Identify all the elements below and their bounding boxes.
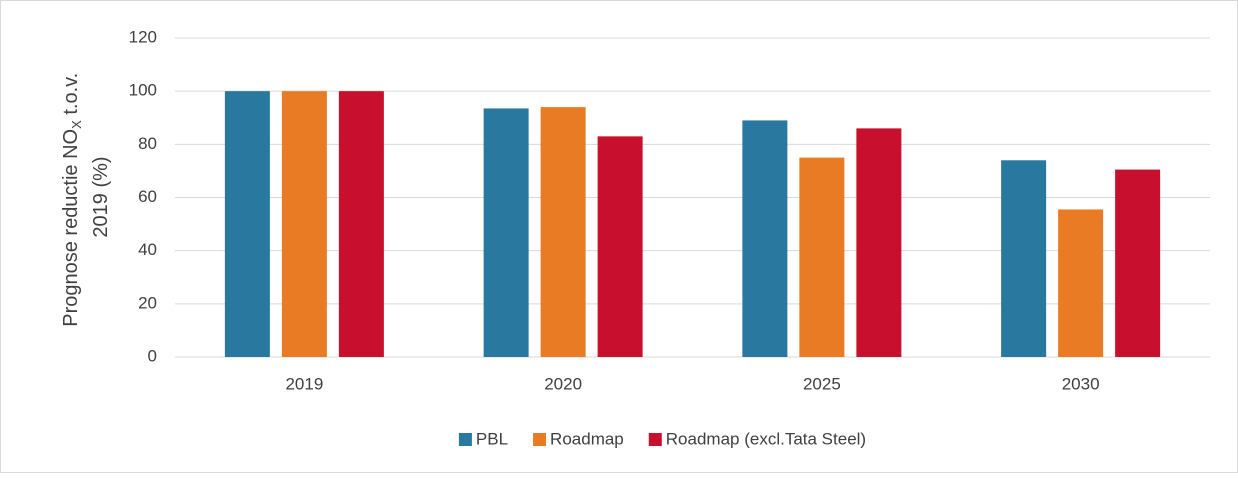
y-tick-label: 100	[129, 81, 157, 100]
bar	[856, 128, 902, 357]
x-tick-label: 2019	[285, 374, 323, 393]
legend-swatch	[458, 433, 472, 446]
x-tick-label: 2020	[544, 374, 582, 393]
y-axis-label-part: t.o.v.	[60, 73, 82, 120]
y-tick-label: 0	[148, 346, 157, 365]
bar	[799, 157, 845, 357]
x-tick-label: 2025	[803, 374, 841, 393]
legend-swatch	[533, 433, 547, 446]
x-tick-label: 2030	[1062, 374, 1100, 393]
bar	[1115, 169, 1161, 357]
bar	[224, 91, 270, 358]
y-tick-label: 60	[138, 187, 157, 206]
legend-swatch	[648, 433, 662, 446]
bar	[483, 108, 529, 357]
y-axis-label-sub: X	[69, 120, 84, 129]
y-axis-label-part: 2019 (%)	[90, 156, 112, 237]
y-tick-label: 80	[138, 134, 157, 153]
legend-label: Roadmap	[550, 429, 624, 448]
bar	[281, 91, 327, 358]
y-axis-label: Prognose reductie NOX t.o.v. 2019 (%)	[60, 67, 112, 327]
legend-label: Roadmap (excl.Tata Steel)	[666, 429, 866, 448]
y-tick-label: 40	[138, 240, 157, 259]
bar	[1058, 209, 1104, 357]
bar	[338, 91, 384, 358]
y-tick-label: 20	[138, 293, 157, 312]
legend-label: PBL	[476, 429, 508, 448]
y-tick-label: 120	[129, 27, 157, 46]
y-axis-label-part: Prognose reductie NO	[60, 129, 82, 327]
bar	[540, 107, 586, 357]
bar	[597, 136, 643, 357]
bar	[742, 120, 788, 358]
bar	[1001, 160, 1047, 357]
legend: PBL Roadmap Roadmap (excl.Tata Steel)	[458, 429, 866, 448]
